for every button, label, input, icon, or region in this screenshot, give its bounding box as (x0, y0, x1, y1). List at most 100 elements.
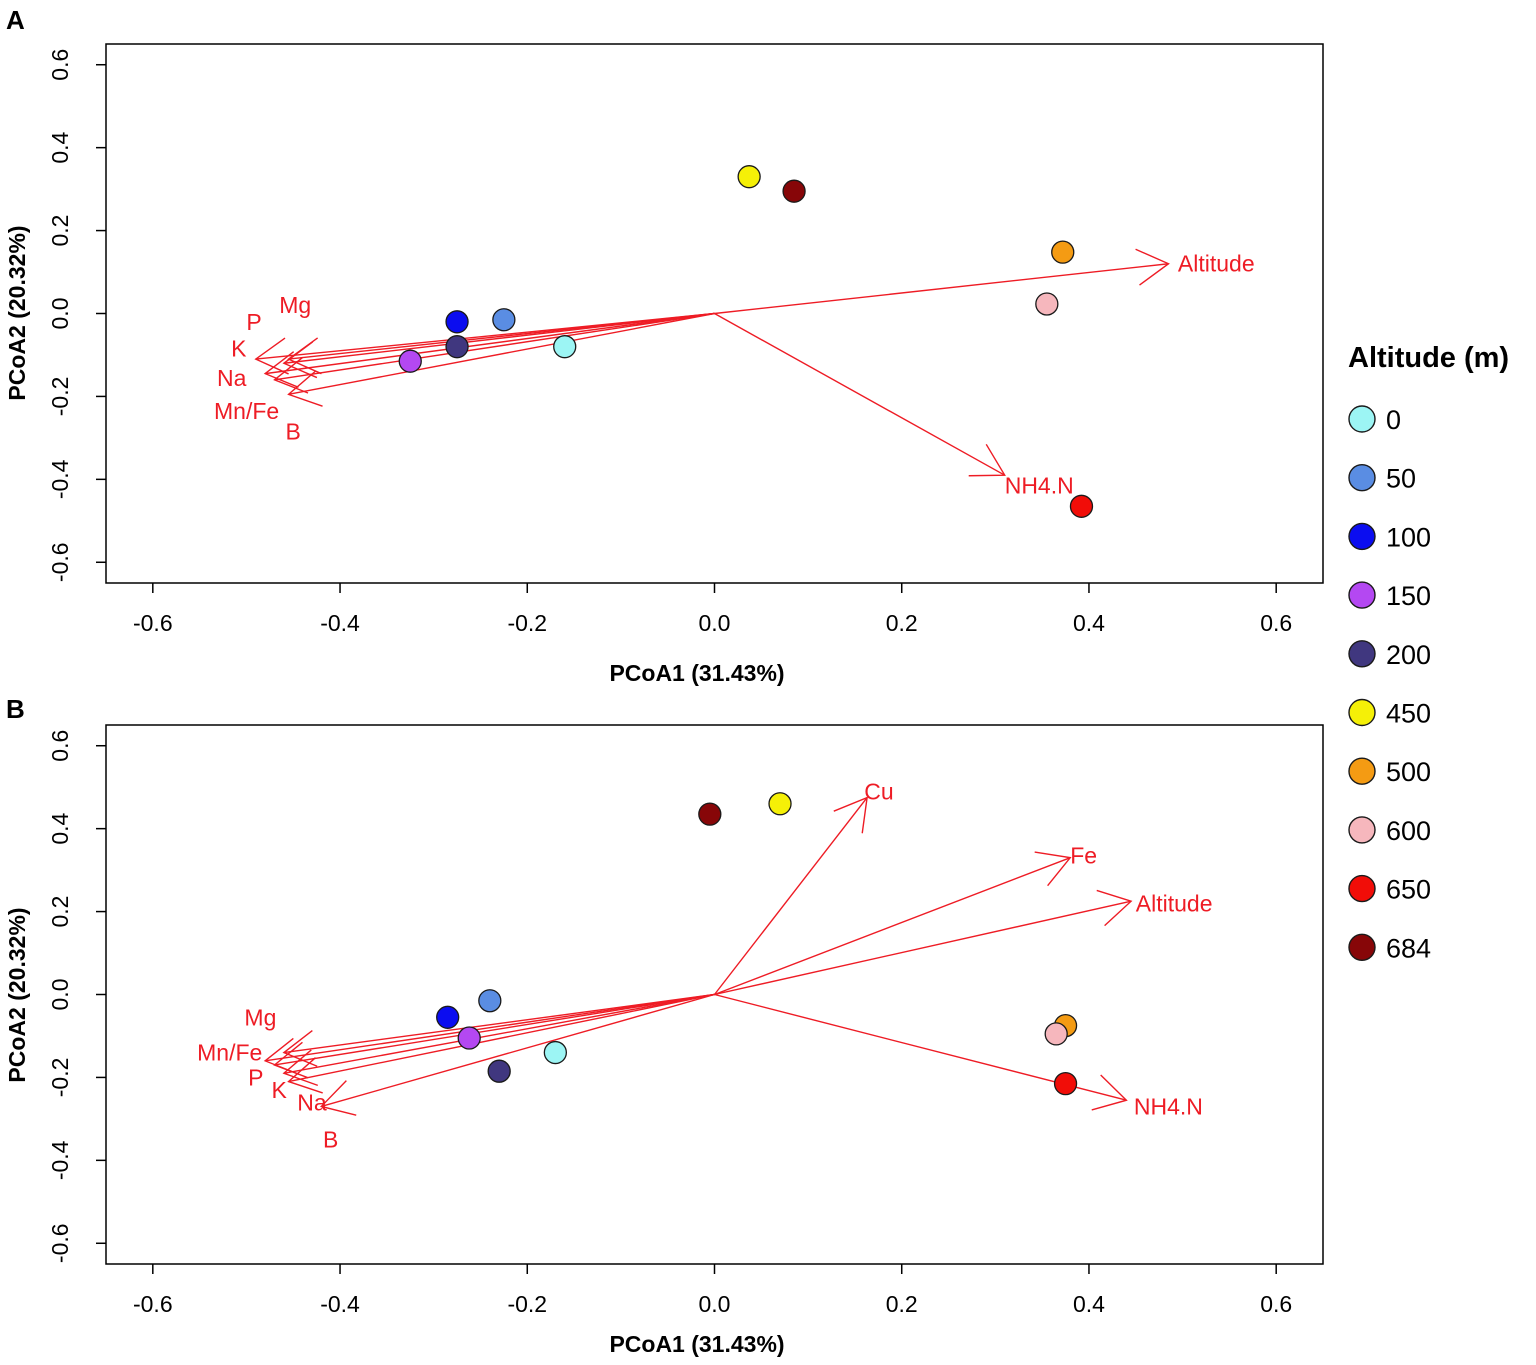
vector-label: P (248, 1064, 263, 1090)
vector-label: Fe (1070, 843, 1097, 869)
vectors-b: Cu Fe Altitude NH4.N Mg Mn/FeP K Na B (197, 778, 1212, 1152)
y-tick-label: -0.2 (47, 377, 73, 417)
vector-na (288, 993, 715, 1083)
x-tick-label: 0.2 (886, 1291, 918, 1317)
panel-a: A -0.6 -0.4 -0.2 0.0 0.2 0.4 0.6 -0.6 -0.4 -0.2 0… (4, 5, 1324, 686)
legend-label-100: 100 (1386, 522, 1431, 552)
vector-arrowhead (833, 796, 868, 834)
y-tick-label: -0.2 (47, 1058, 73, 1098)
vector-b (288, 312, 715, 396)
y-tick-label: 0.6 (47, 730, 73, 762)
legend-label-0: 0 (1386, 405, 1401, 435)
y-tick-label: -0.6 (47, 542, 73, 582)
point-altitude-450 (768, 792, 792, 816)
legend: Altitude (m) 0 50 100 150 200 450 500 600 650 684 (1348, 342, 1509, 963)
x-tick-label: -0.2 (507, 610, 547, 636)
vector-b (321, 993, 715, 1108)
vector-arrowhead (273, 356, 309, 394)
point-altitude-100 (436, 1005, 460, 1029)
legend-swatch-200 (1348, 640, 1376, 668)
legend-swatch-150 (1348, 581, 1376, 609)
vector-label: NH4.N (1134, 1093, 1203, 1119)
legend-label-650: 650 (1386, 875, 1431, 905)
vector-arrowhead (254, 337, 289, 375)
vector-k (283, 993, 715, 1074)
y-tick-label: 0.0 (47, 298, 73, 330)
vector-label: Na (217, 365, 247, 391)
point-altitude-600 (1035, 292, 1059, 316)
y-axis-title-b: PCoA2 (20.32%) (4, 907, 30, 1082)
vector-mn-fe (274, 312, 715, 381)
vector-label: Na (297, 1089, 327, 1115)
point-altitude-650 (1069, 494, 1094, 518)
point-altitude-50 (492, 308, 516, 332)
x-tick-label: 0.0 (699, 610, 731, 636)
y-tick-label: 0.0 (47, 979, 73, 1011)
vector-label: K (231, 336, 247, 362)
vector-arrowhead (287, 370, 323, 407)
y-tick-label: 0.2 (47, 215, 73, 247)
vector-arrowhead (319, 1080, 357, 1116)
point-altitude-650 (1053, 1071, 1078, 1096)
vector-arrowhead (282, 341, 318, 379)
x-axis-a: -0.6 -0.4 -0.2 0.0 0.2 0.4 0.6 (133, 583, 1292, 636)
point-altitude-684 (698, 802, 722, 826)
point-altitude-100 (445, 310, 469, 334)
point-altitude-500 (1051, 240, 1075, 264)
vector-label: Mg (244, 1004, 276, 1030)
y-tick-label: -0.6 (47, 1223, 73, 1263)
legend-label-150: 150 (1386, 581, 1431, 611)
points-b (436, 792, 1078, 1096)
vector-label: NH4.N (1005, 473, 1074, 499)
vector-label: P (246, 309, 261, 335)
legend-label-684: 684 (1386, 933, 1431, 963)
x-tick-label: -0.2 (507, 1291, 547, 1317)
vector-cu (713, 797, 868, 995)
point-altitude-450 (737, 165, 761, 189)
x-tick-label: 0.4 (1073, 610, 1105, 636)
x-tick-label: -0.6 (133, 610, 173, 636)
point-altitude-600 (1044, 1022, 1068, 1046)
y-axis-a: -0.6 -0.4 -0.2 0.0 0.2 0.4 0.6 (47, 49, 106, 582)
vector-p (274, 993, 715, 1066)
vectors-a: Altitude NH4.N Mg PK Na Mn/Fe B (214, 248, 1255, 499)
legend-label-200: 200 (1386, 640, 1431, 670)
vector-label: Cu (864, 778, 893, 804)
vector-label: Mn/Fe (197, 1040, 262, 1066)
x-tick-label: -0.6 (133, 1291, 173, 1317)
vector-arrowhead (282, 1049, 319, 1087)
legend-swatch-600 (1348, 816, 1376, 844)
y-tick-label: 0.2 (47, 896, 73, 928)
x-tick-label: 0.4 (1073, 1291, 1105, 1317)
x-tick-label: 0.6 (1260, 610, 1292, 636)
point-altitude-0 (543, 1040, 568, 1065)
point-altitude-200 (487, 1059, 511, 1083)
legend-swatch-0 (1348, 405, 1376, 433)
vector-nh4-n (714, 312, 1006, 476)
vector-label: B (286, 419, 301, 445)
panel-b: B -0.6 -0.4 -0.2 0.0 0.2 0.4 0.6 -0.6 -0.4 -0.2 0… (4, 694, 1324, 1357)
vector-arrowhead (287, 1057, 323, 1094)
vector-altitude (714, 263, 1169, 315)
vector-arrowhead (1135, 248, 1170, 286)
x-tick-label: -0.4 (320, 610, 360, 636)
vector-label: Altitude (1178, 251, 1255, 277)
point-altitude-150 (398, 349, 422, 373)
legend-label-600: 600 (1386, 816, 1431, 846)
point-altitude-684 (782, 179, 806, 203)
vector-label: Mg (279, 292, 311, 318)
vector-arrowhead (1091, 1074, 1128, 1111)
legend-label-500: 500 (1386, 757, 1431, 787)
vector-arrowhead (1096, 889, 1133, 927)
y-tick-label: 0.4 (47, 812, 73, 844)
y-axis-b: -0.6 -0.4 -0.2 0.0 0.2 0.4 0.6 (47, 730, 106, 1263)
vector-arrowhead (263, 351, 299, 388)
legend-swatch-50 (1348, 464, 1376, 492)
vector-mn-fe (265, 993, 715, 1062)
vector-label: Mn/Fe (214, 398, 279, 424)
panel-label-b: B (6, 694, 25, 724)
legend-swatch-500 (1348, 757, 1376, 785)
legend-swatch-684 (1348, 933, 1376, 961)
vector-label: K (272, 1077, 288, 1103)
